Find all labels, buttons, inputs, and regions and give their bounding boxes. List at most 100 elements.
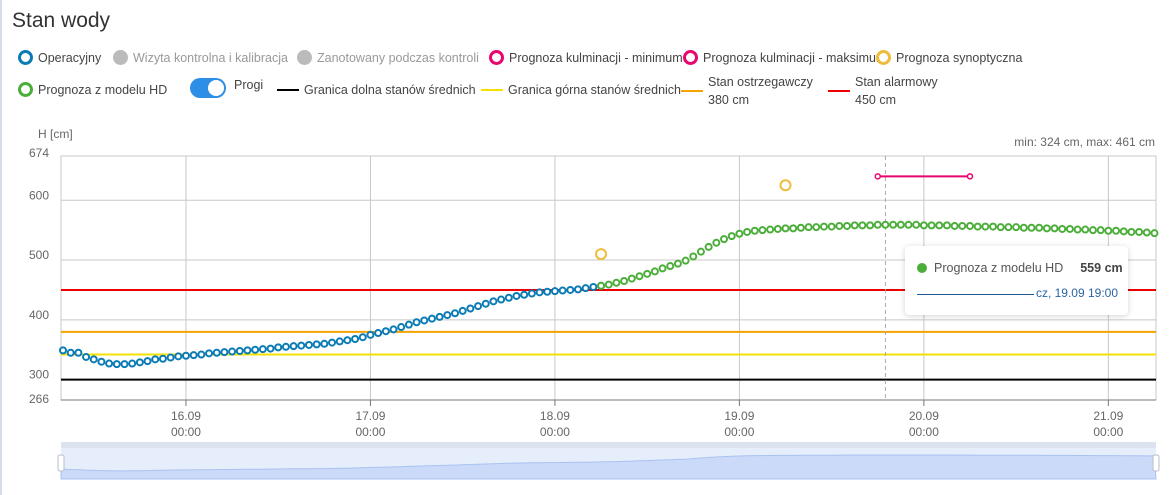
legend-model-hd[interactable]: Prognoza z modelu HD [18, 82, 167, 97]
legend-granica-dolna[interactable]: Granica dolna stanów średnich [277, 83, 476, 97]
x-tick-time: 00:00 [909, 425, 939, 439]
model-hd-point [827, 222, 836, 231]
model-hd-point [1073, 225, 1082, 234]
legend-granica-gorna[interactable]: Granica górna stanów średnich [481, 83, 681, 97]
model-hd-point [612, 278, 621, 287]
model-hd-point [727, 232, 736, 241]
legend-alarmowy[interactable]: Stan alarmowy 450 cm [828, 73, 938, 109]
model-hd-point [996, 223, 1005, 232]
page-border [0, 0, 2, 495]
operacyjny-point [443, 311, 452, 320]
operacyjny-point [497, 295, 506, 304]
model-hd-point [958, 221, 967, 230]
model-hd-point [796, 223, 805, 232]
model-hd-point [866, 221, 875, 230]
model-hd-point [858, 221, 867, 230]
model-hd-point [766, 225, 775, 234]
circle-marker-icon [18, 50, 33, 65]
series-dot-icon [917, 263, 927, 273]
circle-marker-icon [876, 50, 891, 65]
y-tick-label: 674 [29, 146, 49, 160]
operacyjny-point [573, 285, 582, 294]
operacyjny-point [320, 339, 329, 348]
kulminacja-min-point [874, 173, 882, 180]
line-marker-icon [681, 90, 703, 92]
model-hd-point [843, 221, 852, 230]
model-hd-point [804, 223, 813, 232]
x-tick-date: 17.09 [355, 409, 385, 423]
model-hd-point [927, 221, 936, 230]
model-hd-point [1135, 227, 1144, 236]
legend-label: Prognoza z modelu HD [38, 82, 168, 97]
operacyjny-point [451, 309, 460, 318]
model-hd-point [1042, 224, 1051, 233]
operacyjny-point [543, 287, 552, 296]
tooltip-value: 559 cm [1080, 261, 1123, 275]
x-tick-date: 18.09 [540, 409, 570, 423]
y-tick-label: 600 [29, 188, 49, 202]
model-hd-point [781, 224, 790, 233]
operacyjny-point [258, 345, 267, 354]
model-hd-point [935, 221, 944, 230]
operacyjny-point [251, 345, 260, 354]
model-hd-point [896, 220, 905, 229]
operacyjny-point [274, 343, 283, 352]
operacyjny-point [558, 286, 567, 295]
operacyjny-point [581, 284, 590, 293]
operacyjny-point [520, 290, 529, 299]
model-hd-point [1081, 225, 1090, 234]
model-hd-point [689, 252, 698, 261]
model-hd-point [1012, 223, 1021, 232]
model-hd-point [650, 267, 659, 276]
legend-operacyjny[interactable]: Operacyjny [18, 50, 101, 65]
navigator-handle-right[interactable] [1152, 454, 1160, 472]
navigator-handle-left[interactable] [57, 454, 65, 472]
model-hd-point [965, 221, 974, 230]
legend-synoptyczna[interactable]: Prognoza synoptyczna [876, 50, 1022, 65]
operacyjny-point [389, 325, 398, 334]
legend-zanotowany[interactable]: Zanotowany podczas kontroli [297, 50, 479, 65]
operacyjny-point [566, 285, 575, 294]
operacyjny-point [474, 302, 483, 311]
tooltip-divider [917, 294, 1034, 295]
legend-wizyta[interactable]: Wizyta kontrolna i kalibracja [113, 50, 288, 65]
circle-marker-icon [113, 50, 128, 65]
progi-toggle[interactable]: Progi [190, 78, 263, 98]
legend-kulminacja-min[interactable]: Prognoza kulminacji - minimum [489, 50, 683, 65]
operacyjny-point [112, 360, 121, 369]
tooltip-series: Prognoza z modelu HD [934, 261, 1064, 275]
model-hd-point [950, 221, 959, 230]
operacyjny-point [166, 353, 175, 362]
operacyjny-point [297, 341, 306, 350]
operacyjny-point [412, 318, 421, 327]
operacyjny-point [527, 289, 536, 298]
kulminacja-max-point [966, 173, 974, 180]
operacyjny-point [158, 354, 167, 363]
operacyjny-point [266, 344, 275, 353]
legend-label: Wizyta kontrolna i kalibracja [133, 50, 288, 65]
model-hd-point [743, 227, 752, 236]
model-hd-point [758, 226, 767, 235]
model-hd-point [604, 280, 613, 289]
model-hd-point [912, 220, 921, 229]
legend-label: Granica dolna stanów średnich [304, 83, 476, 97]
legend-ostrzegawczy[interactable]: Stan ostrzegawczy 380 cm [681, 73, 813, 109]
navigator-scrollbar[interactable] [61, 442, 1156, 448]
model-hd-point [789, 224, 798, 233]
operacyjny-point [489, 297, 498, 306]
operacyjny-point [328, 338, 337, 347]
x-tick-date: 16.09 [171, 409, 201, 423]
x-tick-date: 21.09 [1093, 409, 1123, 423]
operacyjny-point [550, 287, 559, 296]
toggle-switch[interactable] [190, 78, 226, 98]
model-hd-point [673, 259, 682, 268]
y-tick-label: 400 [29, 308, 49, 322]
legend-kulminacja-max[interactable]: Prognoza kulminacji - maksimum [683, 50, 886, 65]
operacyjny-point [289, 342, 298, 351]
operacyjny-point [466, 304, 475, 313]
tooltip: Prognoza z modelu HD 559 cm cz, 19.09 19:… [905, 246, 1128, 315]
model-hd-point [681, 256, 690, 265]
model-hd-point [1096, 226, 1105, 235]
operacyjny-point [220, 348, 229, 357]
